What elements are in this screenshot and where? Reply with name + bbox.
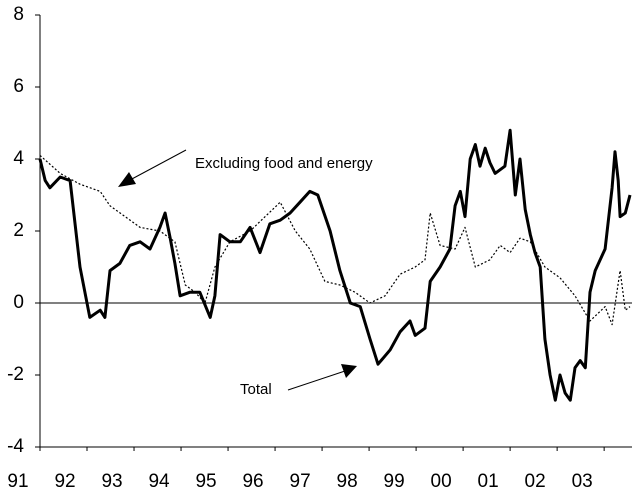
- series-line: [39, 154, 631, 326]
- x-tick-label: 97: [290, 471, 311, 492]
- x-tick-label: 91: [7, 471, 28, 492]
- x-tick-label: 01: [478, 471, 499, 492]
- arrow-head: [118, 172, 136, 187]
- x-tick-label: 93: [101, 471, 122, 492]
- x-tick-label: 98: [337, 471, 358, 492]
- series-line: [38, 128, 632, 402]
- y-tick-label: 2: [13, 220, 24, 241]
- x-tick-label: 92: [54, 471, 75, 492]
- x-tick-label: 94: [148, 471, 170, 492]
- arrow-head: [341, 364, 357, 378]
- annotation-arrow: [129, 149, 187, 181]
- y-tick-label: 6: [13, 76, 24, 97]
- annotation: Excluding food and energy: [195, 155, 373, 172]
- x-tick-label: 95: [195, 471, 216, 492]
- x-tick-label: 02: [525, 471, 546, 492]
- x-tick-label: 03: [572, 471, 593, 492]
- y-tick-label: 4: [13, 148, 24, 169]
- x-tick-label: 96: [242, 471, 263, 492]
- y-tick-label: -2: [7, 364, 24, 385]
- x-tick-label: 00: [431, 471, 452, 492]
- y-tick-label: -4: [7, 436, 24, 457]
- y-tick-label: 0: [13, 292, 24, 313]
- annotation: Total: [240, 381, 272, 398]
- annotation-arrow: [287, 370, 346, 391]
- y-tick-label: 8: [13, 4, 24, 25]
- x-tick-label: 99: [384, 471, 405, 492]
